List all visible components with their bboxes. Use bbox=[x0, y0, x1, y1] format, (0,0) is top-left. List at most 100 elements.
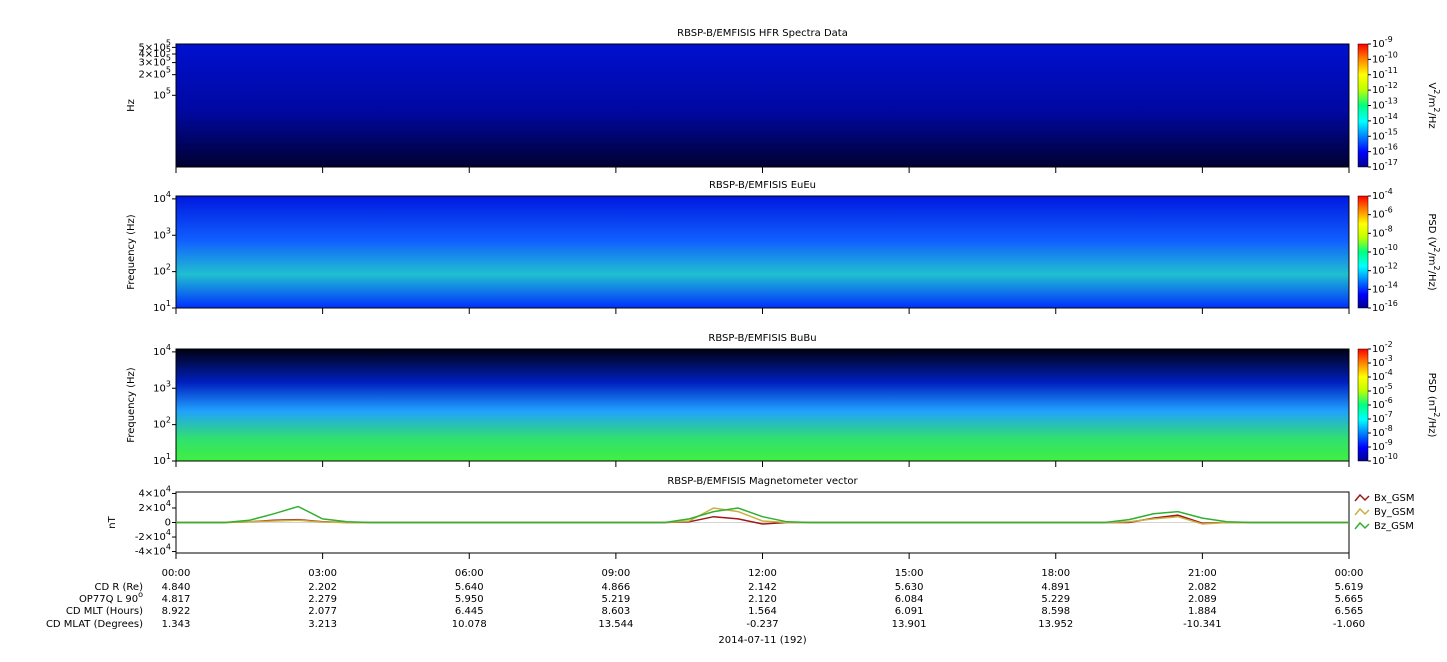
ephemeris-value: 5.229 bbox=[1041, 594, 1070, 605]
y-tick-label: 0 bbox=[165, 518, 171, 529]
colorbar-tick-label: 10-14 bbox=[1372, 112, 1398, 127]
legend-swatch bbox=[1354, 521, 1370, 530]
x-tick-label: 09:00 bbox=[601, 568, 630, 579]
y-tick-label: 101 bbox=[153, 452, 171, 467]
y-tick-label: 5×105 bbox=[138, 38, 171, 53]
panel-title: RBSP-B/EMFISIS BuBu bbox=[708, 333, 816, 344]
data-line bbox=[176, 505, 1349, 524]
x-tick-label: 12:00 bbox=[748, 568, 777, 579]
colorbar-tick-label: 10-9 bbox=[1372, 35, 1393, 50]
spectrogram-image bbox=[176, 349, 1349, 461]
ephemeris-value: 6.084 bbox=[895, 594, 924, 605]
colorbar bbox=[1357, 195, 1369, 309]
ephemeris-value: 5.640 bbox=[455, 582, 484, 593]
y-tick-label: 4×105 bbox=[138, 45, 171, 60]
ephemeris-value: 2.142 bbox=[748, 582, 777, 593]
colorbar bbox=[1357, 348, 1369, 462]
ephemeris-value: 2.089 bbox=[1188, 594, 1217, 605]
y-tick-label: -4×104 bbox=[135, 543, 171, 558]
y-tick-label: 104 bbox=[153, 343, 171, 358]
y-axis-label: nT bbox=[107, 515, 118, 528]
panel-title: RBSP-B/EMFISIS EuEu bbox=[709, 180, 816, 191]
x-tick-label: 00:00 bbox=[1335, 568, 1364, 579]
y-tick-label: -2×104 bbox=[135, 528, 171, 543]
ephemeris-row-label: CD MLT (Hours) bbox=[66, 606, 143, 617]
y-tick-label: 4×104 bbox=[138, 484, 171, 499]
colorbar-tick-label: 10-6 bbox=[1372, 396, 1393, 411]
colorbar-tick-label: 10-3 bbox=[1372, 354, 1393, 369]
x-tick-label: 00:00 bbox=[162, 568, 191, 579]
colorbar-tick-label: 10-4 bbox=[1372, 187, 1393, 202]
y-tick-label: 102 bbox=[153, 263, 171, 278]
colorbar-label: PSD (V2/m2/Hz) bbox=[1426, 213, 1441, 290]
ephemeris-value: 5.665 bbox=[1335, 594, 1364, 605]
panel-title: RBSP-B/EMFISIS Magnetometer vector bbox=[667, 476, 858, 487]
ephemeris-value: 1.343 bbox=[162, 619, 191, 630]
y-tick-label: 103 bbox=[153, 226, 171, 241]
colorbar-tick-label: 10-9 bbox=[1372, 438, 1393, 453]
y-tick-label: 104 bbox=[153, 190, 171, 205]
x-tick-label: 21:00 bbox=[1188, 568, 1217, 579]
colorbar-tick-label: 10-6 bbox=[1372, 206, 1393, 221]
colorbar-tick-label: 10-4 bbox=[1372, 368, 1393, 383]
ephemeris-value: 1.884 bbox=[1188, 606, 1217, 617]
ephemeris-value: 5.950 bbox=[455, 594, 484, 605]
ephemeris-value: -10.341 bbox=[1183, 619, 1222, 630]
legend-swatch bbox=[1354, 493, 1370, 502]
colorbar-tick-label: 10-11 bbox=[1372, 66, 1398, 81]
legend-label: Bx_GSM bbox=[1374, 493, 1415, 504]
ephemeris-value: 13.952 bbox=[1038, 619, 1073, 630]
colorbar-tick-label: 10-7 bbox=[1372, 410, 1393, 425]
legend-swatch bbox=[1354, 507, 1370, 516]
ephemeris-value: 4.866 bbox=[602, 582, 631, 593]
colorbar-tick-label: 10-10 bbox=[1372, 50, 1398, 65]
y-axis-label: Frequency (Hz) bbox=[126, 214, 137, 290]
x-tick-label: 06:00 bbox=[455, 568, 484, 579]
spectrogram-image bbox=[176, 196, 1349, 308]
colorbar-tick-label: 10-14 bbox=[1372, 280, 1398, 295]
ephemeris-value: -1.060 bbox=[1333, 619, 1365, 630]
colorbar-label: PSD (nT2/Hz) bbox=[1426, 373, 1441, 438]
y-tick-label: 105 bbox=[153, 86, 171, 101]
ephemeris-value: 4.840 bbox=[162, 582, 191, 593]
ephemeris-value: 2.202 bbox=[308, 582, 337, 593]
y-tick-label: 102 bbox=[153, 416, 171, 431]
ephemeris-value: 8.922 bbox=[162, 606, 191, 617]
colorbar-tick-label: 10-10 bbox=[1372, 243, 1398, 258]
ephemeris-value: 10.078 bbox=[452, 619, 487, 630]
ephemeris-value: 6.445 bbox=[455, 606, 484, 617]
ephemeris-value: 8.598 bbox=[1041, 606, 1070, 617]
ephemeris-value: 4.817 bbox=[162, 594, 191, 605]
ephemeris-value: 4.891 bbox=[1041, 582, 1070, 593]
colorbar bbox=[1357, 43, 1369, 168]
y-tick-label: 3×105 bbox=[138, 54, 171, 69]
colorbar-tick-label: 10-8 bbox=[1372, 424, 1393, 439]
ephemeris-row-label: CD MLAT (Degrees) bbox=[46, 619, 143, 630]
spectrogram-image bbox=[176, 44, 1349, 167]
colorbar-tick-label: 10-2 bbox=[1372, 340, 1393, 355]
ephemeris-value: 5.619 bbox=[1335, 582, 1364, 593]
ephemeris-value: 2.279 bbox=[308, 594, 337, 605]
ephemeris-row-label: OP77Q L 90o bbox=[79, 590, 143, 605]
colorbar-tick-label: 10-13 bbox=[1372, 97, 1398, 112]
x-tick-label: 03:00 bbox=[308, 568, 337, 579]
date-label: 2014-07-11 (192) bbox=[718, 635, 806, 646]
panel-title: RBSP-B/EMFISIS HFR Spectra Data bbox=[677, 28, 848, 39]
ephemeris-value: 13.901 bbox=[892, 619, 927, 630]
y-tick-label: 101 bbox=[153, 299, 171, 314]
ephemeris-value: 8.603 bbox=[602, 606, 631, 617]
y-axis-label: Hz bbox=[126, 99, 137, 112]
ephemeris-value: 13.544 bbox=[598, 619, 633, 630]
ephemeris-value: 1.564 bbox=[748, 606, 777, 617]
colorbar-tick-label: 10-10 bbox=[1372, 452, 1398, 467]
colorbar-label: V2/m2/Hz bbox=[1426, 82, 1441, 128]
y-tick-label: 103 bbox=[153, 379, 171, 394]
ephemeris-value: 6.565 bbox=[1335, 606, 1364, 617]
ephemeris-row-label: CD R (Re) bbox=[95, 582, 144, 593]
colorbar-tick-label: 10-16 bbox=[1372, 143, 1398, 158]
colorbar-tick-label: 10-12 bbox=[1372, 262, 1398, 277]
colorbar-tick-label: 10-15 bbox=[1372, 127, 1398, 142]
y-axis-label: Frequency (Hz) bbox=[126, 367, 137, 443]
ephemeris-value: 5.630 bbox=[895, 582, 924, 593]
